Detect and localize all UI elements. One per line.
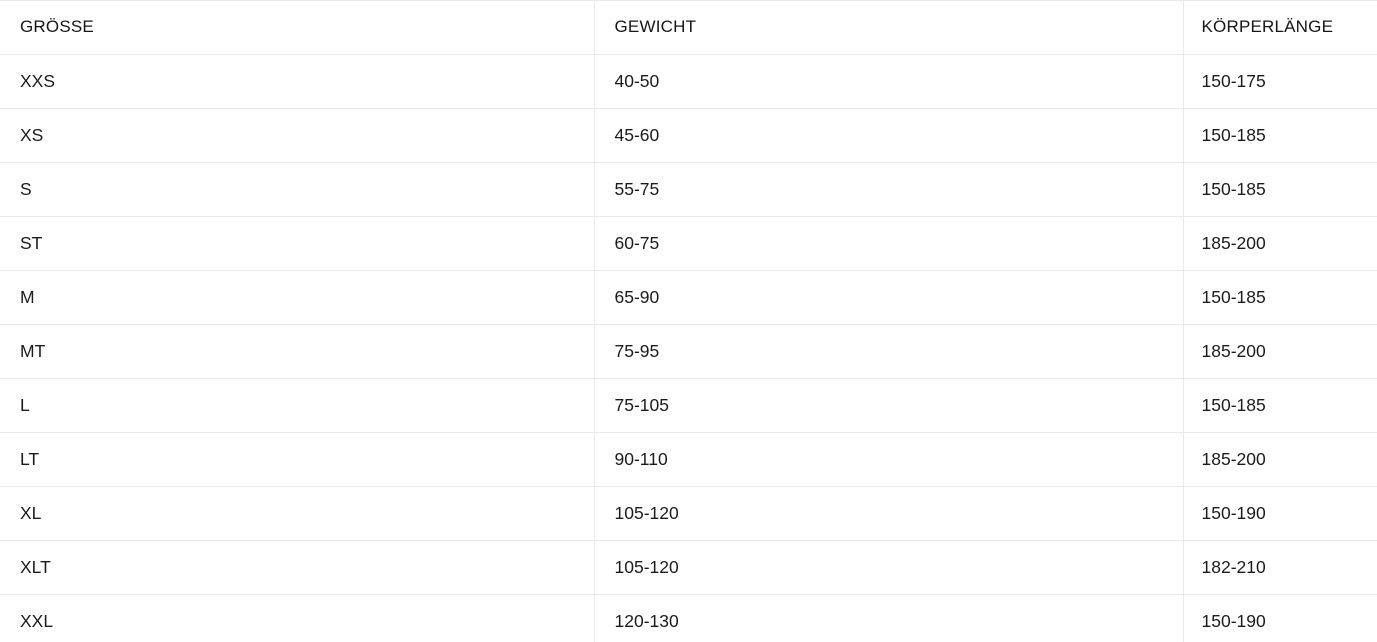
header-row: GRÖSSE GEWICHT KÖRPERLÄNGE bbox=[0, 0, 1377, 55]
table-row: M 65-90 150-185 bbox=[0, 270, 1377, 325]
cell-height: 150-175 bbox=[1183, 54, 1377, 109]
cell-size: XXL bbox=[0, 594, 595, 642]
cell-weight: 90-110 bbox=[594, 432, 1184, 487]
cell-height: 185-200 bbox=[1183, 432, 1377, 487]
cell-size: LT bbox=[0, 432, 595, 487]
cell-weight: 60-75 bbox=[594, 216, 1184, 271]
cell-weight: 120-130 bbox=[594, 594, 1184, 642]
table-row: LT 90-110 185-200 bbox=[0, 432, 1377, 487]
cell-weight: 45-60 bbox=[594, 108, 1184, 163]
cell-size: XLT bbox=[0, 540, 595, 595]
cell-weight: 40-50 bbox=[594, 54, 1184, 109]
cell-size: ST bbox=[0, 216, 595, 271]
cell-height: 150-190 bbox=[1183, 594, 1377, 642]
cell-height: 150-190 bbox=[1183, 486, 1377, 541]
table-row: XL 105-120 150-190 bbox=[0, 486, 1377, 541]
cell-height: 182-210 bbox=[1183, 540, 1377, 595]
cell-size: XXS bbox=[0, 54, 595, 109]
cell-weight: 55-75 bbox=[594, 162, 1184, 217]
cell-height: 185-200 bbox=[1183, 324, 1377, 379]
cell-height: 185-200 bbox=[1183, 216, 1377, 271]
table-row: L 75-105 150-185 bbox=[0, 378, 1377, 433]
cell-weight: 105-120 bbox=[594, 486, 1184, 541]
table-row: ST 60-75 185-200 bbox=[0, 216, 1377, 271]
cell-weight: 75-95 bbox=[594, 324, 1184, 379]
cell-height: 150-185 bbox=[1183, 270, 1377, 325]
column-header-weight: GEWICHT bbox=[594, 0, 1184, 55]
cell-size: S bbox=[0, 162, 595, 217]
cell-weight: 65-90 bbox=[594, 270, 1184, 325]
cell-size: M bbox=[0, 270, 595, 325]
table-row: XXL 120-130 150-190 bbox=[0, 594, 1377, 642]
cell-height: 150-185 bbox=[1183, 108, 1377, 163]
cell-height: 150-185 bbox=[1183, 378, 1377, 433]
table-row: MT 75-95 185-200 bbox=[0, 324, 1377, 379]
table-row: XLT 105-120 182-210 bbox=[0, 540, 1377, 595]
column-header-height: KÖRPERLÄNGE bbox=[1183, 0, 1377, 55]
cell-height: 150-185 bbox=[1183, 162, 1377, 217]
column-header-size: GRÖSSE bbox=[0, 0, 595, 55]
cell-weight: 75-105 bbox=[594, 378, 1184, 433]
cell-size: L bbox=[0, 378, 595, 433]
cell-size: XS bbox=[0, 108, 595, 163]
table-row: XXS 40-50 150-175 bbox=[0, 54, 1377, 109]
table-row: XS 45-60 150-185 bbox=[0, 108, 1377, 163]
table-row: S 55-75 150-185 bbox=[0, 162, 1377, 217]
cell-size: XL bbox=[0, 486, 595, 541]
cell-size: MT bbox=[0, 324, 595, 379]
table-header: GRÖSSE GEWICHT KÖRPERLÄNGE bbox=[0, 0, 1377, 55]
table-body: XXS 40-50 150-175 XS 45-60 150-185 S 55-75 150-1… bbox=[0, 54, 1377, 642]
cell-weight: 105-120 bbox=[594, 540, 1184, 595]
